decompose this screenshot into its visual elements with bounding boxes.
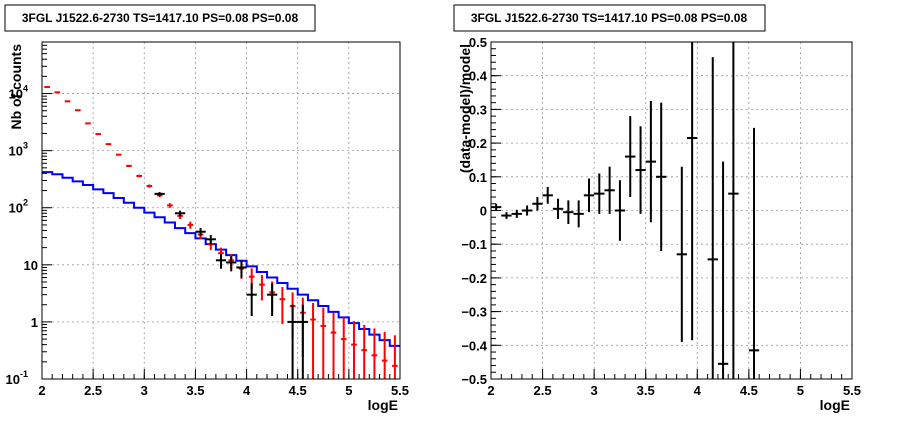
axes: 2 2.5 3 3.5 4 4.5 5 5.5 −0.5 −0.4 −0.3 −0.2 −0.1 0 0.1… <box>461 35 861 398</box>
x-tick-label: 2 <box>487 383 494 398</box>
residual-panel: 3FGL J1522.6-2730 TS=1417.10 PS=0.08 PS=… <box>453 4 861 413</box>
spectrum-panel: 3FGL J1522.6-2730 TS=1417.10 PS=0.08 PS=… <box>4 4 409 413</box>
x-tick-label: 4.5 <box>740 383 758 398</box>
y-tick-label: 1 <box>31 315 38 330</box>
x-axis-label: logE <box>368 397 398 413</box>
plot-frame <box>41 41 401 380</box>
y-tick-label: 0.4 <box>469 69 488 84</box>
y-tick-label: 0.1 <box>469 170 487 185</box>
title-box <box>4 4 316 32</box>
y-axis-label: Nb of counts <box>8 44 24 130</box>
y-tick-label: 10 <box>24 258 38 273</box>
title-box <box>453 4 766 32</box>
grid <box>42 42 400 379</box>
grid <box>491 42 852 379</box>
x-tick-label: 4 <box>694 383 702 398</box>
x-axis-label: logE <box>820 397 850 413</box>
x-tick-label: 5 <box>797 383 804 398</box>
y-tick-label: 10-1 <box>6 369 28 387</box>
y-tick-label: −0.2 <box>461 271 487 286</box>
y-tick-label: −0.1 <box>461 237 487 252</box>
x-tick-label: 3 <box>591 383 598 398</box>
y-tick-label: 0.2 <box>469 136 487 151</box>
y-tick-label: 0.3 <box>469 102 487 117</box>
y-axis-label: (data-model)/model <box>457 44 473 173</box>
y-tick-label: −0.4 <box>461 338 487 353</box>
x-tick-label: 2.5 <box>534 383 552 398</box>
x-tick-label: 5.5 <box>391 383 409 398</box>
x-tick-label: 5.5 <box>843 383 861 398</box>
x-tick-label: 3 <box>141 383 148 398</box>
y-tick-label: 102 <box>9 198 28 216</box>
chart-title: 3FGL J1522.6-2730 TS=1417.10 PS=0.08 PS=… <box>22 11 299 25</box>
x-tick-label: 3.5 <box>186 383 204 398</box>
x-tick-label: 4.5 <box>289 383 307 398</box>
chart-title: 3FGL J1522.6-2730 TS=1417.10 PS=0.08 PS=… <box>471 11 748 25</box>
y-tick-label: 0.5 <box>469 35 487 50</box>
plot-marks <box>42 86 400 379</box>
x-tick-label: 4 <box>243 383 251 398</box>
plot-marks <box>491 42 760 379</box>
x-tick-label: 3.5 <box>637 383 655 398</box>
y-tick-label: −0.3 <box>461 305 487 320</box>
x-tick-label: 2 <box>38 383 45 398</box>
y-tick-label: −0.5 <box>461 372 487 387</box>
y-tick-label: 0 <box>480 204 487 219</box>
x-tick-label: 2.5 <box>84 383 102 398</box>
y-tick-label: 103 <box>9 141 28 159</box>
x-tick-label: 5 <box>345 383 352 398</box>
